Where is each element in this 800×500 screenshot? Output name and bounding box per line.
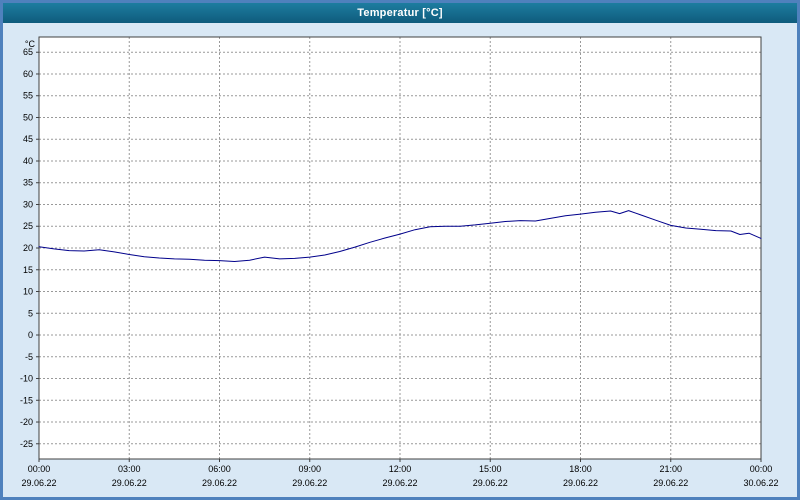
x-time-label: 15:00 [479,464,502,474]
x-date-label: 29.06.22 [292,478,327,488]
x-date-label: 29.06.22 [563,478,598,488]
y-tick-label: -25 [20,439,33,449]
x-time-label: 21:00 [659,464,682,474]
x-time-label: 18:00 [569,464,592,474]
y-tick-label: 35 [23,178,33,188]
temperature-line [38,210,762,262]
y-tick-label: 30 [23,199,33,209]
x-time-label: 00:00 [750,464,773,474]
y-tick-label: 45 [23,134,33,144]
y-axis-unit-label: °C [25,39,36,49]
x-date-label: 29.06.22 [653,478,688,488]
y-tick-label: 65 [23,47,33,57]
x-date-label: 29.06.22 [21,478,56,488]
y-tick-label: 5 [28,308,33,318]
temperature-chart: 65605550454035302520151050-5-10-15-20-25… [20,36,779,488]
x-date-label: 29.06.22 [473,478,508,488]
y-tick-label: 15 [23,265,33,275]
y-tick-label: 10 [23,287,33,297]
y-tick-label: 50 [23,112,33,122]
window-title: Temperatur [°C] [357,7,443,19]
titlebar: Temperatur [°C] [3,3,797,23]
y-tick-label: 0 [28,330,33,340]
y-tick-label: -15 [20,395,33,405]
chart-area: 65 60 55 50 45 40 35 30 25 20 15 10 5 0 -5 -10 -15 -20 -25… [3,23,797,497]
x-time-label: 09:00 [298,464,321,474]
y-tick-label: 25 [23,221,33,231]
x-time-label: 00:00 [28,464,51,474]
x-date-label: 30.06.22 [743,478,778,488]
x-time-label: 06:00 [208,464,231,474]
y-tick-label: 20 [23,243,33,253]
plot-border [38,36,762,460]
y-tick-label: -10 [20,374,33,384]
x-time-label: 03:00 [118,464,141,474]
x-date-label: 29.06.22 [112,478,147,488]
y-tick-label: 55 [23,91,33,101]
y-tick-label: 40 [23,156,33,166]
x-grid-and-labels: 00:00 29.06.22 03:00 29.06.22 06:00 29.06.22 0… [21,37,779,488]
y-tick-label: -5 [25,352,33,362]
y-tick-label: 60 [23,69,33,79]
x-time-label: 12:00 [389,464,412,474]
x-date-label: 29.06.22 [202,478,237,488]
x-date-label: 29.06.22 [382,478,417,488]
y-tick-label: -20 [20,417,33,427]
